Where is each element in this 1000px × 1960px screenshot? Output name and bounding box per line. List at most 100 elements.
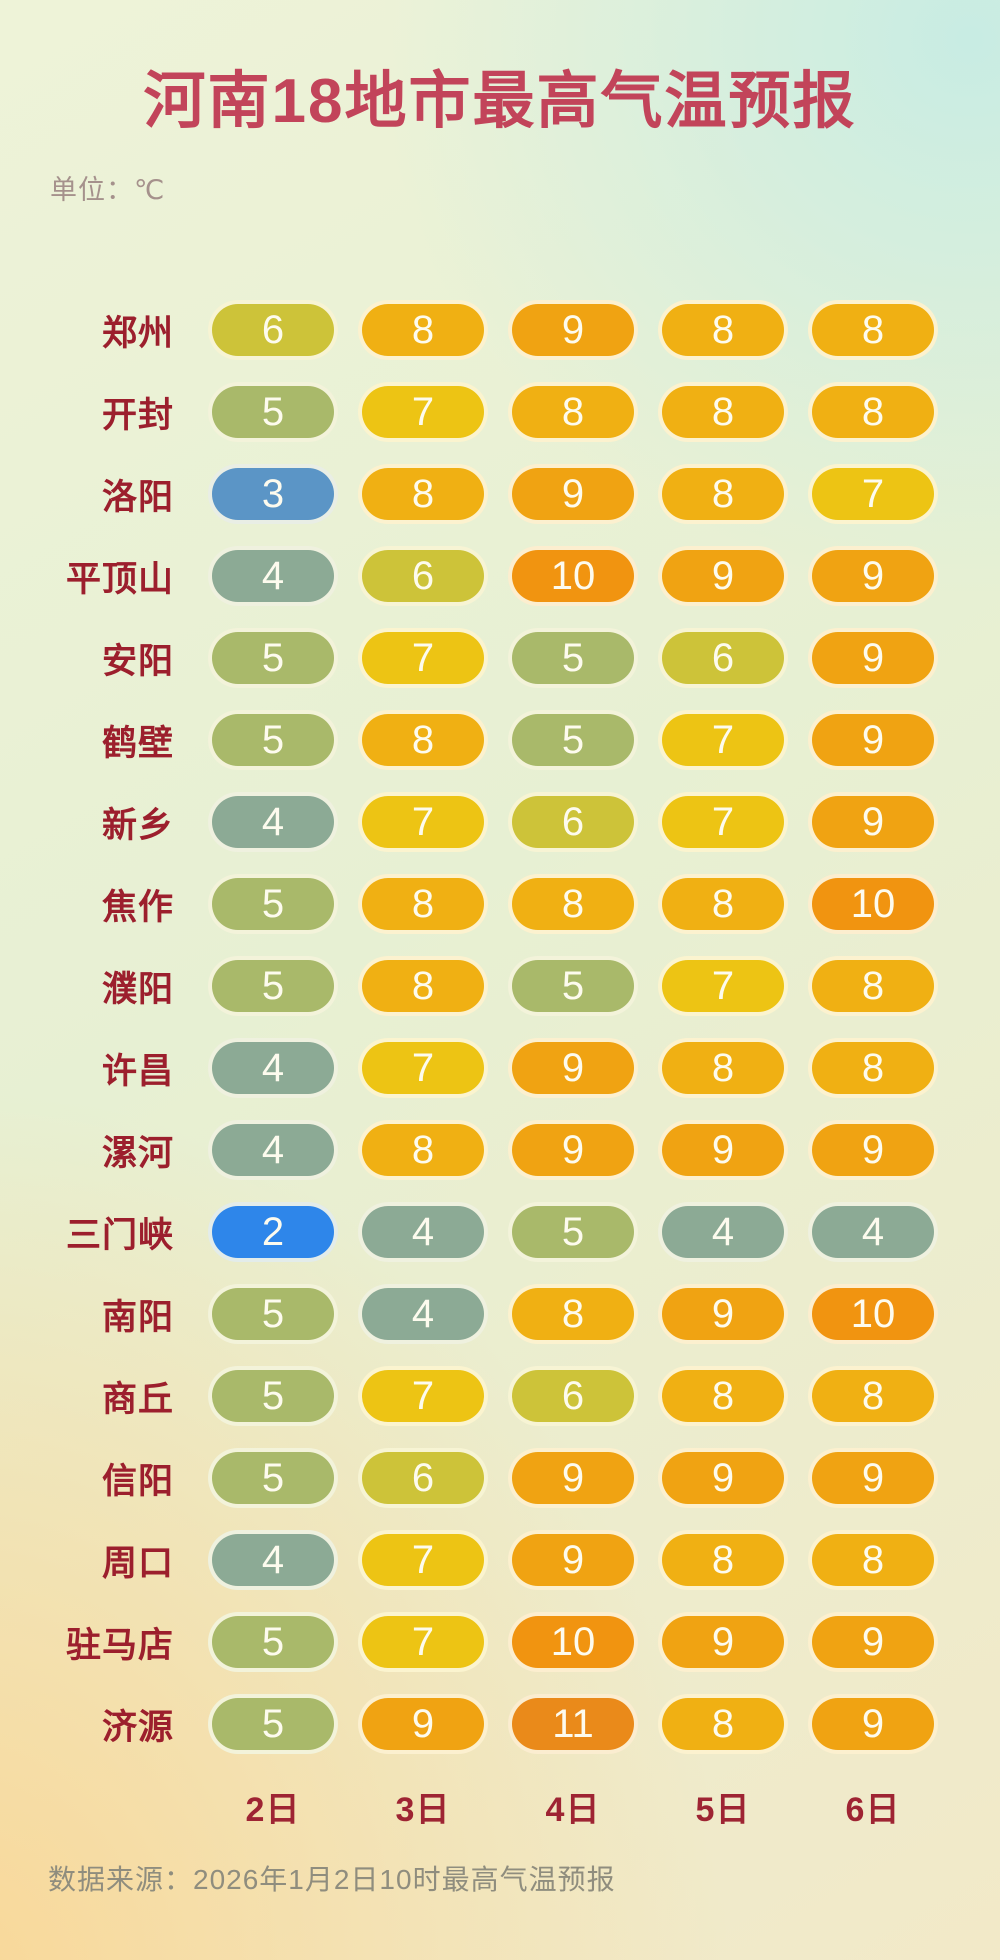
- temp-pill: 9: [508, 1448, 638, 1508]
- temp-pill: 8: [658, 1038, 788, 1098]
- temp-pill: 8: [358, 874, 488, 934]
- temp-pill: 8: [658, 874, 788, 934]
- table-row: 驻马店 5 7 10 9 9: [0, 1601, 1000, 1683]
- temp-pill: 9: [658, 1284, 788, 1344]
- temp-pill: 5: [208, 1284, 338, 1344]
- table-row: 郑州 6 8 9 8 8: [0, 289, 1000, 371]
- date-label: 4日: [545, 1791, 601, 1829]
- temp-pill: 9: [508, 1530, 638, 1590]
- temp-pill: 4: [208, 1120, 338, 1180]
- temp-pill: 8: [808, 1038, 938, 1098]
- temp-pill: 8: [808, 1366, 938, 1426]
- temp-pill: 5: [508, 1202, 638, 1262]
- temp-pill: 9: [508, 1120, 638, 1180]
- date-label: 5日: [695, 1791, 751, 1829]
- temp-pill: 9: [658, 1120, 788, 1180]
- city-label: 商丘: [101, 1379, 174, 1419]
- temp-pill: 11: [508, 1694, 638, 1754]
- temp-pill: 7: [808, 464, 938, 524]
- city-label: 郑州: [101, 313, 174, 353]
- temp-pill: 8: [658, 382, 788, 442]
- temp-pill: 5: [208, 710, 338, 770]
- city-label: 济源: [101, 1707, 174, 1747]
- city-label: 安阳: [101, 641, 174, 681]
- table-row: 三门峡 2 4 5 4 4: [0, 1191, 1000, 1273]
- temp-pill: 9: [508, 300, 638, 360]
- temp-pill: 8: [658, 1366, 788, 1426]
- temp-pill: 4: [808, 1202, 938, 1262]
- table-row: 周口 4 7 9 8 8: [0, 1519, 1000, 1601]
- temp-pill: 7: [658, 792, 788, 852]
- forecast-table: 郑州 6 8 9 8 8 开封 5 7 8 8 8 洛阳 3 8 9 8 7 平顶山 4 6 10 9 9 安阳 5 7 5 6 9 鹤壁 5…: [0, 289, 1000, 1765]
- temp-pill: 5: [208, 382, 338, 442]
- table-row: 开封 5 7 8 8 8: [0, 371, 1000, 453]
- temp-pill: 9: [808, 1612, 938, 1672]
- table-row: 新乡 4 7 6 7 9: [0, 781, 1000, 863]
- page-title: 河南18地市最高气温预报: [143, 67, 857, 136]
- date-label: 3日: [395, 1791, 451, 1829]
- temp-pill: 5: [208, 956, 338, 1016]
- table-row: 许昌 4 7 9 8 8: [0, 1027, 1000, 1109]
- date-label: 2日: [245, 1791, 301, 1829]
- temp-pill: 10: [508, 546, 638, 606]
- date-label: 6日: [845, 1791, 901, 1829]
- city-label: 许昌: [101, 1051, 174, 1091]
- table-row: 商丘 5 7 6 8 8: [0, 1355, 1000, 1437]
- temp-pill: 7: [358, 382, 488, 442]
- temp-pill: 10: [508, 1612, 638, 1672]
- temp-pill: 8: [508, 874, 638, 934]
- temp-pill: 8: [808, 300, 938, 360]
- temp-pill: 8: [808, 956, 938, 1016]
- table-row: 南阳 5 4 8 9 10: [0, 1273, 1000, 1355]
- temp-pill: 2: [208, 1202, 338, 1262]
- temp-pill: 7: [358, 1366, 488, 1426]
- city-label: 鹤壁: [101, 723, 174, 763]
- temp-pill: 5: [208, 1612, 338, 1672]
- table-row: 濮阳 5 8 5 7 8: [0, 945, 1000, 1027]
- table-row: 漯河 4 8 9 9 9: [0, 1109, 1000, 1191]
- temp-pill: 5: [208, 628, 338, 688]
- city-label: 周口: [101, 1543, 174, 1583]
- temp-pill: 9: [808, 792, 938, 852]
- temp-pill: 9: [808, 710, 938, 770]
- table-row: 焦作 5 8 8 8 10: [0, 863, 1000, 945]
- city-label: 漯河: [101, 1133, 174, 1173]
- city-label: 濮阳: [101, 969, 174, 1009]
- city-label: 平顶山: [65, 559, 174, 599]
- temp-pill: 4: [208, 792, 338, 852]
- table-row: 安阳 5 7 5 6 9: [0, 617, 1000, 699]
- temp-pill: 8: [658, 1694, 788, 1754]
- temp-pill: 8: [358, 1120, 488, 1180]
- temp-pill: 9: [658, 1448, 788, 1508]
- city-label: 洛阳: [101, 477, 174, 517]
- city-label: 焦作: [101, 887, 174, 927]
- table-row: 信阳 5 6 9 9 9: [0, 1437, 1000, 1519]
- temp-pill: 6: [358, 1448, 488, 1508]
- temp-pill: 8: [358, 464, 488, 524]
- temp-pill: 9: [808, 1120, 938, 1180]
- temp-pill: 9: [658, 546, 788, 606]
- temp-pill: 6: [658, 628, 788, 688]
- temp-pill: 10: [808, 874, 938, 934]
- temp-pill: 8: [358, 710, 488, 770]
- table-row: 济源 5 9 11 8 9: [0, 1683, 1000, 1765]
- temp-pill: 8: [658, 1530, 788, 1590]
- date-axis: 2日 3日 4日 5日 6日: [0, 1782, 1000, 1831]
- temp-pill: 9: [658, 1612, 788, 1672]
- temp-pill: 7: [358, 792, 488, 852]
- table-row: 鹤壁 5 8 5 7 9: [0, 699, 1000, 781]
- city-label: 新乡: [101, 805, 174, 845]
- temp-pill: 4: [208, 546, 338, 606]
- temp-pill: 5: [508, 710, 638, 770]
- temp-pill: 4: [358, 1202, 488, 1262]
- table-row: 平顶山 4 6 10 9 9: [0, 535, 1000, 617]
- temp-pill: 7: [358, 628, 488, 688]
- temp-pill: 8: [508, 1284, 638, 1344]
- temp-pill: 9: [358, 1694, 488, 1754]
- temp-pill: 4: [208, 1530, 338, 1590]
- temp-pill: 7: [358, 1612, 488, 1672]
- temp-pill: 5: [208, 1694, 338, 1754]
- city-label: 三门峡: [65, 1215, 174, 1255]
- temp-pill: 8: [658, 300, 788, 360]
- city-label: 驻马店: [65, 1625, 174, 1665]
